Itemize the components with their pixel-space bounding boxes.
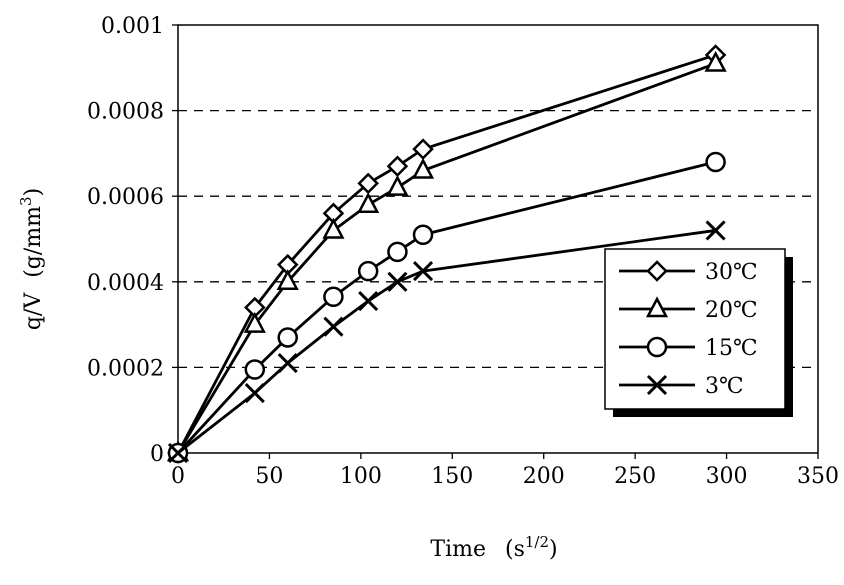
series-group	[167, 151, 726, 464]
y-tick-label: 0.0006	[87, 185, 164, 210]
y-tick-label: 0	[150, 442, 164, 467]
y-axis-paren-open: (	[21, 269, 46, 278]
x-tick-label: 100	[340, 464, 382, 489]
circle-marker	[323, 286, 344, 308]
x-axis-unit-exp: 1/2	[525, 533, 549, 551]
x-marker	[705, 220, 726, 241]
legend-items: 30℃ 20℃ 15℃ 3℃	[619, 260, 758, 399]
legend-box	[604, 248, 786, 410]
x-marker	[323, 316, 344, 337]
x-tick-label: 250	[614, 464, 656, 489]
legend-item: 20℃	[619, 296, 758, 323]
circle-marker	[705, 151, 726, 173]
legend: 30℃ 20℃ 15℃ 3℃	[604, 248, 793, 417]
triangle-marker	[645, 296, 669, 318]
x-axis-ticks: 0 50 100 150 200 250 300 350	[171, 453, 839, 489]
x-tick-label: 0	[171, 464, 185, 489]
circle-marker	[412, 224, 434, 245]
diamond-marker	[386, 155, 409, 178]
x-marker	[167, 442, 189, 464]
diamond-marker	[646, 260, 668, 282]
x-marker-stroke	[244, 383, 265, 404]
x-marker	[358, 290, 379, 312]
x-axis-label: Time	[430, 537, 486, 562]
x-marker	[387, 271, 408, 292]
y-tick-label: 0.0002	[87, 356, 164, 381]
x-marker	[412, 261, 434, 282]
x-axis-paren-close: )	[549, 537, 558, 562]
y-axis-ticks: 0 0.0002 0.0004 0.0006 0.0008 0.001	[87, 14, 178, 467]
x-axis-paren-open: (	[505, 537, 514, 562]
y-tick-label: 0.001	[101, 14, 164, 39]
triangle-marker	[704, 50, 727, 72]
circle-marker	[387, 241, 408, 263]
x-marker-stroke	[646, 374, 668, 396]
legend-label: 3℃	[705, 374, 744, 399]
y-axis-label: q/V	[21, 292, 46, 330]
legend-item: 30℃	[619, 260, 758, 285]
triangle-marker	[322, 217, 345, 239]
triangle-marker	[243, 311, 266, 333]
series-group	[166, 44, 727, 464]
circle-marker	[244, 359, 266, 380]
x-marker-stroke	[358, 290, 379, 312]
series-group	[167, 220, 726, 464]
triangle-marker	[357, 192, 380, 214]
x-tick-label: 300	[706, 464, 748, 489]
x-marker	[244, 383, 265, 404]
x-marker-stroke	[277, 353, 298, 374]
x-tick-label: 150	[431, 464, 473, 489]
legend-item: 3℃	[619, 374, 744, 399]
triangle-marker	[276, 269, 299, 291]
x-axis-title: Time (s1/2)	[430, 533, 557, 562]
x-marker-stroke	[705, 220, 726, 241]
circle-marker	[646, 336, 668, 358]
x-marker-stroke	[167, 442, 189, 464]
y-tick-label: 0.0008	[87, 100, 164, 125]
triangle-marker	[386, 174, 409, 196]
x-tick-label: 200	[523, 464, 565, 489]
legend-label: 20℃	[705, 298, 758, 323]
x-marker	[277, 353, 298, 374]
y-axis-paren-close: )	[21, 188, 46, 197]
x-marker	[646, 374, 668, 396]
x-marker-stroke	[412, 261, 434, 282]
circle-marker	[277, 327, 298, 348]
x-tick-label: 50	[255, 464, 283, 489]
legend-item: 15℃	[619, 336, 758, 361]
triangle-marker	[411, 157, 435, 179]
legend-label: 15℃	[705, 336, 758, 361]
circle-marker	[357, 260, 379, 282]
x-marker-stroke	[387, 271, 408, 292]
plot-frame	[177, 24, 819, 454]
diamond-marker	[412, 138, 434, 160]
series-group	[166, 50, 727, 462]
x-axis-unit: s	[514, 537, 525, 562]
y-axis-unit-exp: 3	[17, 196, 35, 206]
y-tick-label: 0.0004	[87, 271, 164, 296]
legend-label: 30℃	[705, 260, 758, 285]
x-marker-stroke	[323, 316, 344, 337]
x-tick-label: 350	[797, 464, 839, 489]
y-axis-unit: g/mm	[21, 206, 46, 269]
y-axis-title: q/V (g/mm3)	[17, 188, 46, 330]
